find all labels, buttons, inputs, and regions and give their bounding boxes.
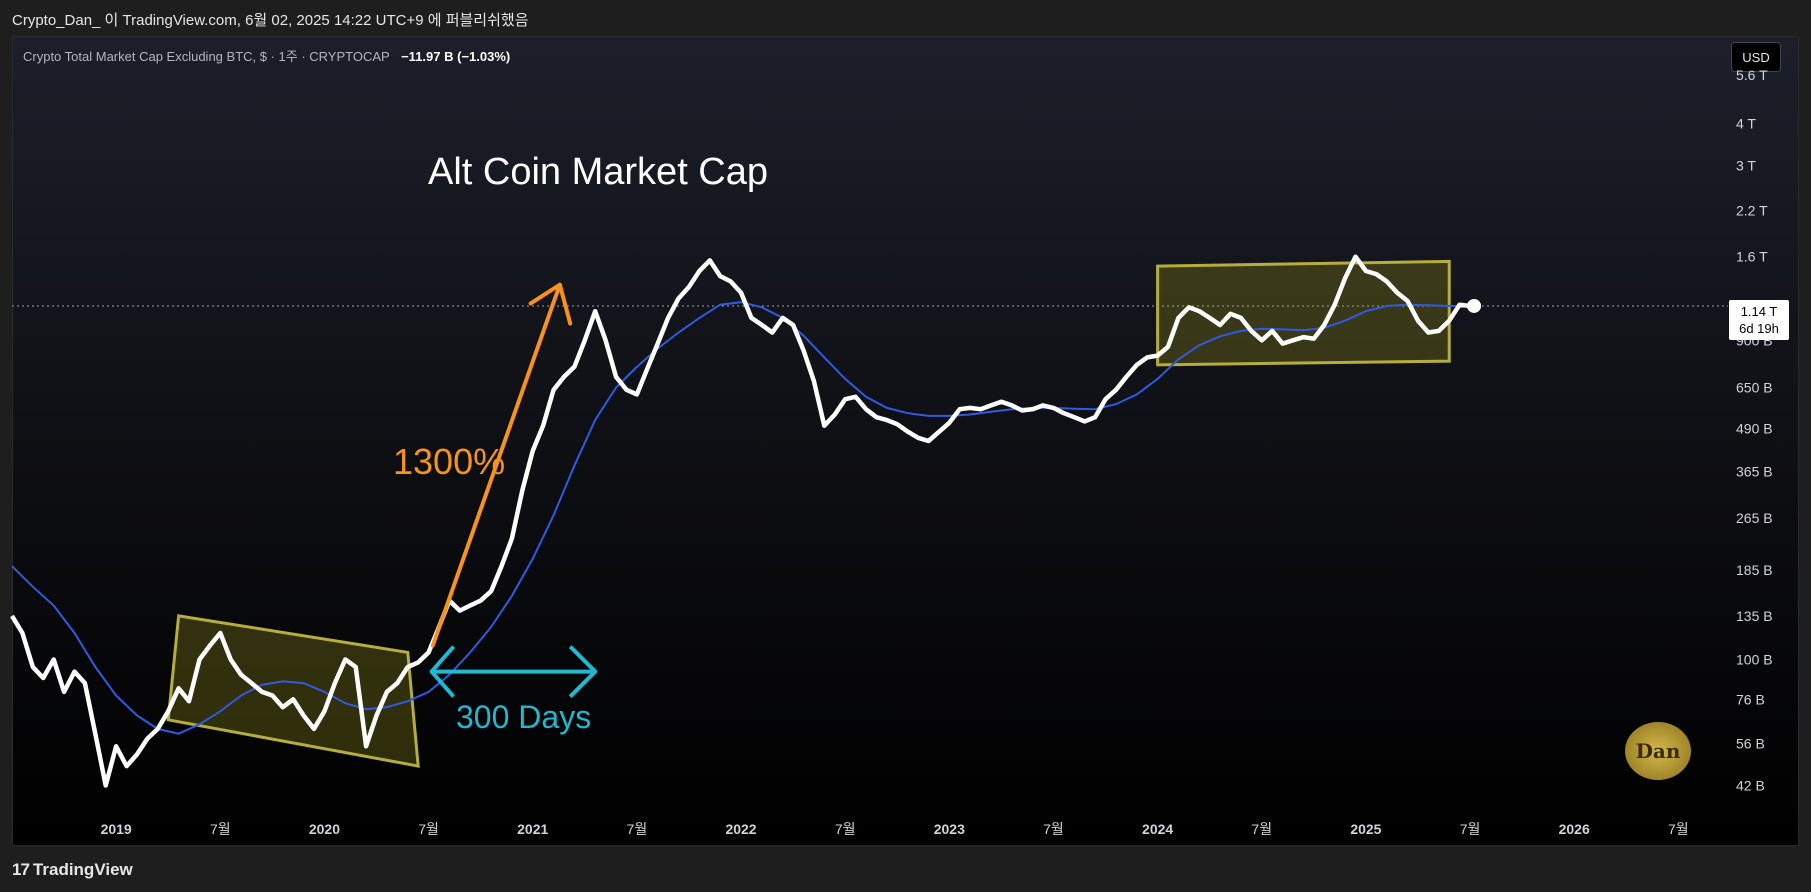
x-tick-label: 2024 — [1142, 821, 1173, 837]
watermark-text: Dan — [1635, 739, 1681, 763]
x-tick-label: 2021 — [517, 821, 548, 837]
y-tick-label: 650 B — [1736, 380, 1773, 396]
y-tick-label: 135 B — [1736, 608, 1773, 624]
x-tick-label: 2023 — [934, 821, 965, 837]
price-line — [10, 254, 1471, 788]
annotation-growth: 1300% — [393, 441, 505, 482]
y-tick-label: 42 B — [1736, 777, 1765, 793]
last-price-tag: 1.14 T 6d 19h — [1729, 300, 1789, 340]
x-tick-label: 7월 — [835, 821, 856, 837]
x-tick-label: 7월 — [1251, 821, 1272, 837]
x-tick-label: 7월 — [1668, 821, 1689, 837]
x-tick-label: 7월 — [1460, 821, 1481, 837]
footer-bar — [0, 846, 1811, 892]
x-tick-label: 7월 — [418, 821, 439, 837]
y-tick-label: 4 T — [1736, 116, 1756, 132]
growth-arrow — [430, 282, 573, 648]
y-tick-label: 76 B — [1736, 691, 1765, 707]
currency-button[interactable]: USD — [1731, 42, 1781, 72]
x-tick-label: 2025 — [1350, 821, 1381, 837]
symbol-change: −11.97 B (−1.03%) — [401, 49, 511, 64]
x-tick-label: 2022 — [725, 821, 756, 837]
x-tick-label: 7월 — [210, 821, 231, 837]
y-tick-label: 185 B — [1736, 562, 1773, 578]
y-tick-label: 490 B — [1736, 421, 1773, 437]
tradingview-logo[interactable]: 17 TradingView — [12, 860, 133, 880]
annotation-duration: 300 Days — [456, 699, 591, 735]
accumulation-box-2019 — [166, 614, 420, 768]
y-tick-label: 365 B — [1736, 463, 1773, 479]
tradingview-mark-icon: 17 — [12, 860, 30, 879]
dan-watermark-logo: Dan — [1625, 722, 1691, 780]
annotation-title: Alt Coin Market Cap — [428, 151, 768, 193]
chart-frame[interactable] — [12, 36, 1799, 846]
y-tick-label: 1.6 T — [1736, 249, 1768, 265]
y-tick-label: 3 T — [1736, 157, 1756, 173]
tradingview-brand: TradingView — [32, 860, 133, 879]
y-tick-label: 56 B — [1736, 736, 1765, 752]
last-price-dot — [1467, 298, 1482, 313]
y-tick-label: 100 B — [1736, 651, 1773, 667]
symbol-description: Crypto Total Market Cap Excluding BTC, $… — [23, 49, 390, 64]
last-price-value: 1.14 T — [1740, 304, 1778, 319]
x-tick-label: 7월 — [1043, 821, 1064, 837]
symbol-legend[interactable]: Crypto Total Market Cap Excluding BTC, $… — [23, 46, 510, 65]
x-tick-label: 7월 — [627, 821, 648, 837]
publish-info: Crypto_Dan_ 이 TradingView.com, 6월 02, 20… — [12, 12, 529, 29]
x-tick-label: 2026 — [1559, 821, 1590, 837]
bar-countdown: 6d 19h — [1739, 321, 1779, 336]
publish-header: Crypto_Dan_ 이 TradingView.com, 6월 02, 20… — [0, 0, 1811, 36]
y-tick-label: 265 B — [1736, 510, 1773, 526]
x-tick-label: 2019 — [101, 821, 132, 837]
x-tick-label: 2020 — [309, 821, 340, 837]
y-tick-label: 5.6 T — [1736, 67, 1768, 83]
y-tick-label: 2.2 T — [1736, 202, 1768, 218]
duration-arrow — [429, 645, 598, 698]
